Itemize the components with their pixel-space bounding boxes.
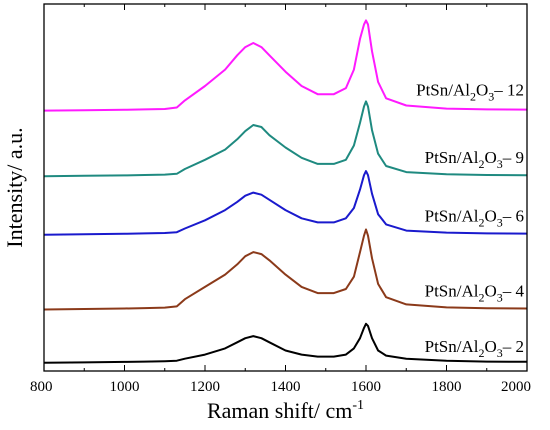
series-label-subscript: 3 — [488, 90, 494, 104]
x-axis-title: Raman shift/ cm-1 — [207, 398, 364, 423]
series-label-part: – 6 — [502, 207, 524, 226]
series-label-part: – 12 — [493, 81, 524, 100]
x-tick-label: 1400 — [271, 379, 301, 395]
series-label-part: O — [484, 337, 496, 356]
series-label-part: PtSn/Al — [416, 81, 470, 100]
series-label-part: O — [476, 81, 488, 100]
series-label-part: – 9 — [502, 148, 524, 167]
y-axis-title: Intensity/ a.u. — [2, 127, 27, 247]
series-line — [43, 100, 528, 178]
series-label-subscript: 2 — [478, 346, 484, 360]
series-label-subscript: 2 — [478, 157, 484, 171]
series-line — [43, 322, 528, 364]
series-label-part: O — [484, 148, 496, 167]
series-label: PtSn/Al2O3– 6 — [425, 207, 524, 230]
x-tick-label: 1600 — [351, 379, 381, 395]
series-line — [43, 228, 528, 311]
series-label: PtSn/Al2O3– 12 — [416, 81, 524, 104]
series-label: PtSn/Al2O3– 9 — [425, 148, 524, 171]
x-tick-label: 2000 — [501, 379, 531, 395]
series-label-subscript: 2 — [478, 216, 484, 230]
x-tick-label: 1000 — [110, 379, 140, 395]
x-tick-label: 1800 — [432, 379, 462, 395]
series-label-part: O — [484, 281, 496, 300]
series-label-part: – 4 — [502, 281, 525, 300]
series-label-subscript: 3 — [497, 157, 503, 171]
series-label-part: O — [484, 207, 496, 226]
series-label-subscript: 3 — [497, 346, 503, 360]
series-label-subscript: 2 — [470, 90, 476, 104]
series-curves — [43, 19, 528, 364]
series-label-subscript: 3 — [497, 216, 503, 230]
series-label-part: PtSn/Al — [425, 207, 479, 226]
x-axis-ticks: 800 1000 1200 1400 1600 1800 2000 — [30, 4, 531, 395]
series-label-part: PtSn/Al — [425, 148, 479, 167]
series-label-part: PtSn/Al — [425, 337, 479, 356]
series-label: PtSn/Al2O3– 4 — [425, 281, 525, 304]
series-label-subscript: 3 — [497, 290, 503, 304]
series-label-part: – 2 — [502, 337, 524, 356]
x-axis-title-sup: -1 — [352, 398, 364, 413]
x-tick-label: 800 — [30, 379, 53, 395]
x-axis-title-main: Raman shift/ cm — [207, 398, 352, 423]
series-line — [43, 170, 528, 236]
x-tick-label: 1200 — [190, 379, 220, 395]
series-label: PtSn/Al2O3– 2 — [425, 337, 524, 360]
plot-frame — [43, 3, 528, 372]
series-label-subscript: 2 — [478, 290, 484, 304]
series-line — [43, 19, 528, 112]
series-label-part: PtSn/Al — [425, 281, 479, 300]
